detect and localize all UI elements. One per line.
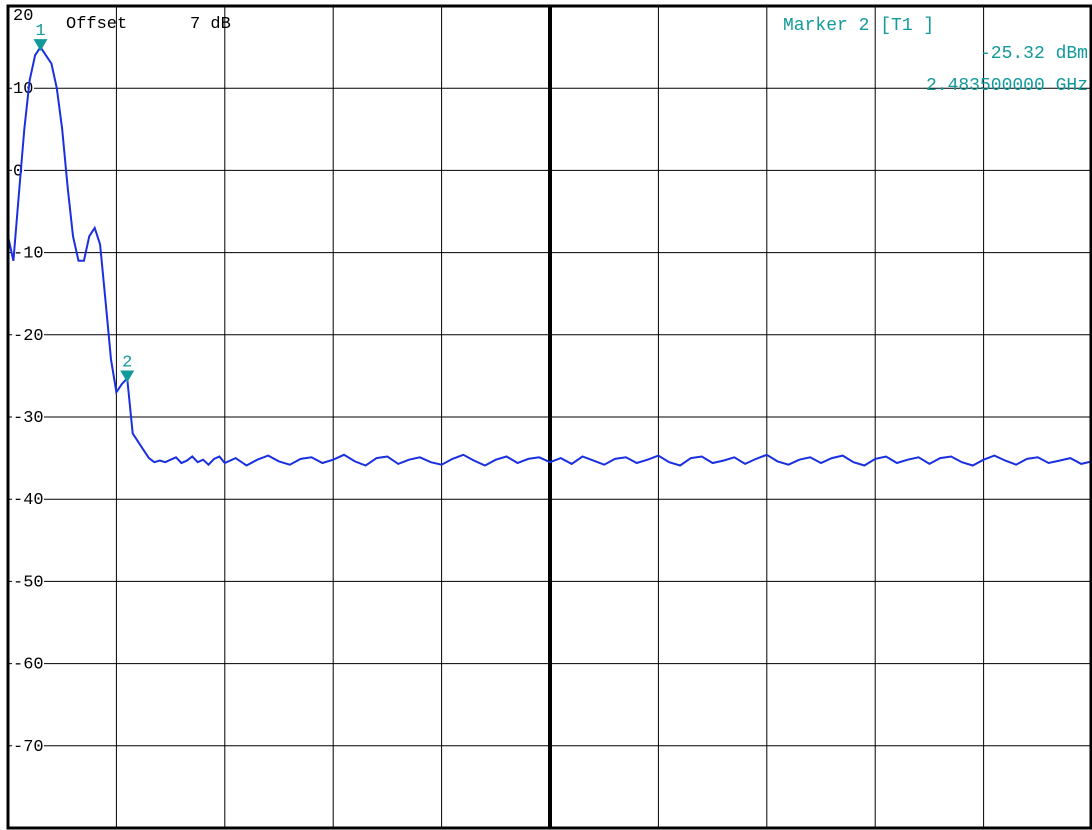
marker-triangle [120, 370, 135, 383]
marker-triangle [33, 39, 48, 52]
y-tick-label: 20 [13, 7, 33, 26]
marker-label: 2 [122, 354, 132, 373]
marker-readout-title: Marker 2 [T1 ] [783, 16, 934, 36]
y-tick-label-background [12, 573, 44, 590]
y-tick-label-background [12, 491, 44, 508]
y-tick-label-background [12, 737, 44, 754]
y-tick-label-background [12, 244, 44, 261]
grid-lines [8, 6, 1092, 828]
spectrum-trace [7, 45, 1092, 467]
y-tick-label: 0 [13, 162, 23, 181]
y-tick-label-background [12, 7, 34, 23]
y-tick-label: -60 [13, 656, 44, 675]
y-tick-label: -30 [13, 409, 44, 428]
y-tick-label: -50 [13, 573, 44, 592]
y-tick-label: -20 [13, 327, 44, 346]
plot-frame [6, 4, 1092, 830]
y-tick-label-background [12, 326, 44, 343]
marker-readout-level: -25.32 dBm [980, 44, 1088, 64]
y-tick-label: -10 [13, 245, 44, 264]
y-tick-label-background [12, 655, 44, 672]
offset-value: 7 dB [190, 15, 231, 34]
y-tick-label: -70 [13, 738, 44, 757]
y-tick-label-background [12, 409, 44, 425]
y-tick-label: -40 [13, 491, 44, 510]
offset-label: Offset [66, 15, 127, 34]
marker-group: 12 [33, 22, 135, 383]
marker-readout-frequency: 2.483500000 GHz [926, 76, 1088, 96]
marker-label: 1 [35, 22, 45, 41]
